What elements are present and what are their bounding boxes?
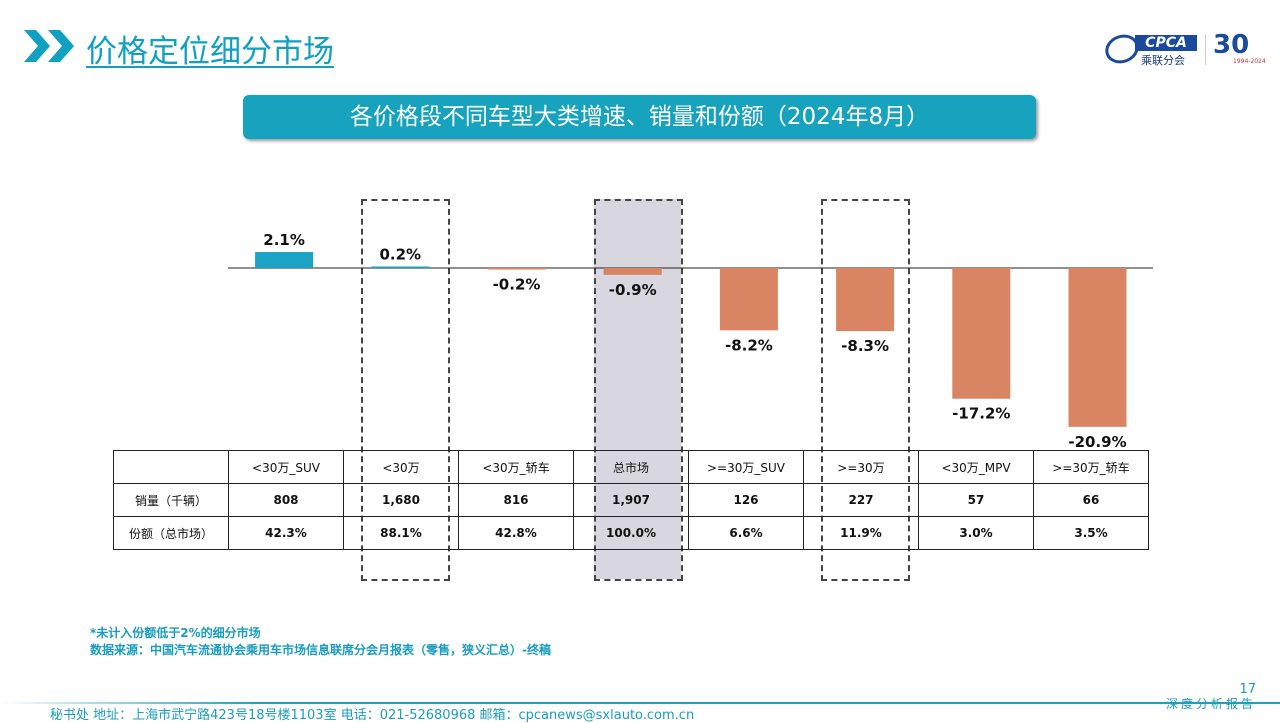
bar <box>603 268 662 275</box>
table-header-row: <30万_SUV <30万 <30万_轿车 总市场 >=30万_SUV >=30万 <30万… <box>113 450 1149 484</box>
sales-cell: 57 <box>918 483 1034 517</box>
category-header: 总市场 <box>573 450 689 484</box>
page-title: 价格定位细分市场 <box>86 34 334 70</box>
anniversary-logo: 30 <box>1213 30 1250 60</box>
category-header: >=30万_SUV <box>688 450 804 484</box>
bar <box>255 252 314 268</box>
table-row-sales: 销量（千辆） 808 1,680 816 1,907 126 227 57 66 <box>113 483 1149 517</box>
footer-contact: 秘书处 地址：上海市武宁路423号18号楼1103室 电话：021-526809… <box>50 708 695 723</box>
share-cell: 11.9% <box>803 516 919 550</box>
sales-cell: 808 <box>228 483 344 517</box>
data-label: -8.3% <box>841 337 889 355</box>
share-cell: 42.3% <box>228 516 344 550</box>
table-row-share: 份额（总市场） 42.3% 88.1% 42.8% 100.0% 6.6% 11.9% 3.0… <box>113 516 1149 550</box>
bar <box>719 268 778 331</box>
bar <box>487 268 546 270</box>
highlight-box-over-30w <box>821 199 910 581</box>
double-chevron-icon <box>24 30 74 62</box>
data-label: -20.9% <box>1068 433 1126 450</box>
highlight-box-under-30w <box>361 199 450 581</box>
share-cell: 100.0% <box>573 516 689 550</box>
data-label: -0.2% <box>493 276 541 294</box>
sales-cell: 1,907 <box>573 483 689 517</box>
category-header: <30万_轿车 <box>458 450 574 484</box>
category-header: >=30万_轿车 <box>1033 450 1149 484</box>
share-cell: 3.0% <box>918 516 1034 550</box>
data-source: 数据来源：中国汽车流通协会乘用车市场信息联席分会月报表（零售，狭义汇总）-终稿 <box>90 643 551 657</box>
chart-title-banner: 各价格段不同车型大类增速、销量和份额（2024年8月） <box>243 95 1036 139</box>
bar-chart: 2.1% 0.2% -0.2% -0.9% -8.2% -8.3% -17.2% -20.9% <box>228 231 1153 450</box>
footer-tag: 深度分析报告 <box>1165 697 1256 711</box>
highlight-box-total <box>594 199 683 581</box>
cpca-logo: CPCA 乘联分会 <box>1101 30 1197 68</box>
sales-cell: 66 <box>1033 483 1149 517</box>
sales-cell: 227 <box>803 483 919 517</box>
footnote: *未计入份额低于2%的细分市场 <box>90 626 261 640</box>
footer-divider <box>0 702 1280 704</box>
share-cell: 88.1% <box>343 516 459 550</box>
bar <box>952 268 1011 399</box>
share-cell: 3.5% <box>1033 516 1149 550</box>
share-cell: 6.6% <box>688 516 804 550</box>
sales-cell: 816 <box>458 483 574 517</box>
page-number: 17 <box>1239 682 1256 697</box>
bar <box>371 266 430 268</box>
data-table: <30万_SUV <30万 <30万_轿车 总市场 >=30万_SUV >=30万 <30万… <box>113 450 1149 550</box>
data-label: -0.9% <box>609 281 657 299</box>
category-header: >=30万 <box>803 450 919 484</box>
data-label: 2.1% <box>263 231 305 249</box>
data-label: 0.2% <box>379 245 421 263</box>
bar <box>1068 268 1127 427</box>
notes: *未计入份额低于2%的细分市场 数据来源：中国汽车流通协会乘用车市场信息联席分会… <box>90 625 551 659</box>
row-label: 份额（总市场） <box>113 516 229 550</box>
sales-cell: 1,680 <box>343 483 459 517</box>
share-cell: 42.8% <box>458 516 574 550</box>
data-label: -8.2% <box>725 336 773 354</box>
category-header: <30万 <box>343 450 459 484</box>
data-label: -17.2% <box>952 405 1010 423</box>
row-label: 销量（千辆） <box>113 483 229 517</box>
bar <box>836 268 895 332</box>
category-header: <30万_MPV <box>918 450 1034 484</box>
sales-cell: 126 <box>688 483 804 517</box>
category-header: <30万_SUV <box>228 450 344 484</box>
